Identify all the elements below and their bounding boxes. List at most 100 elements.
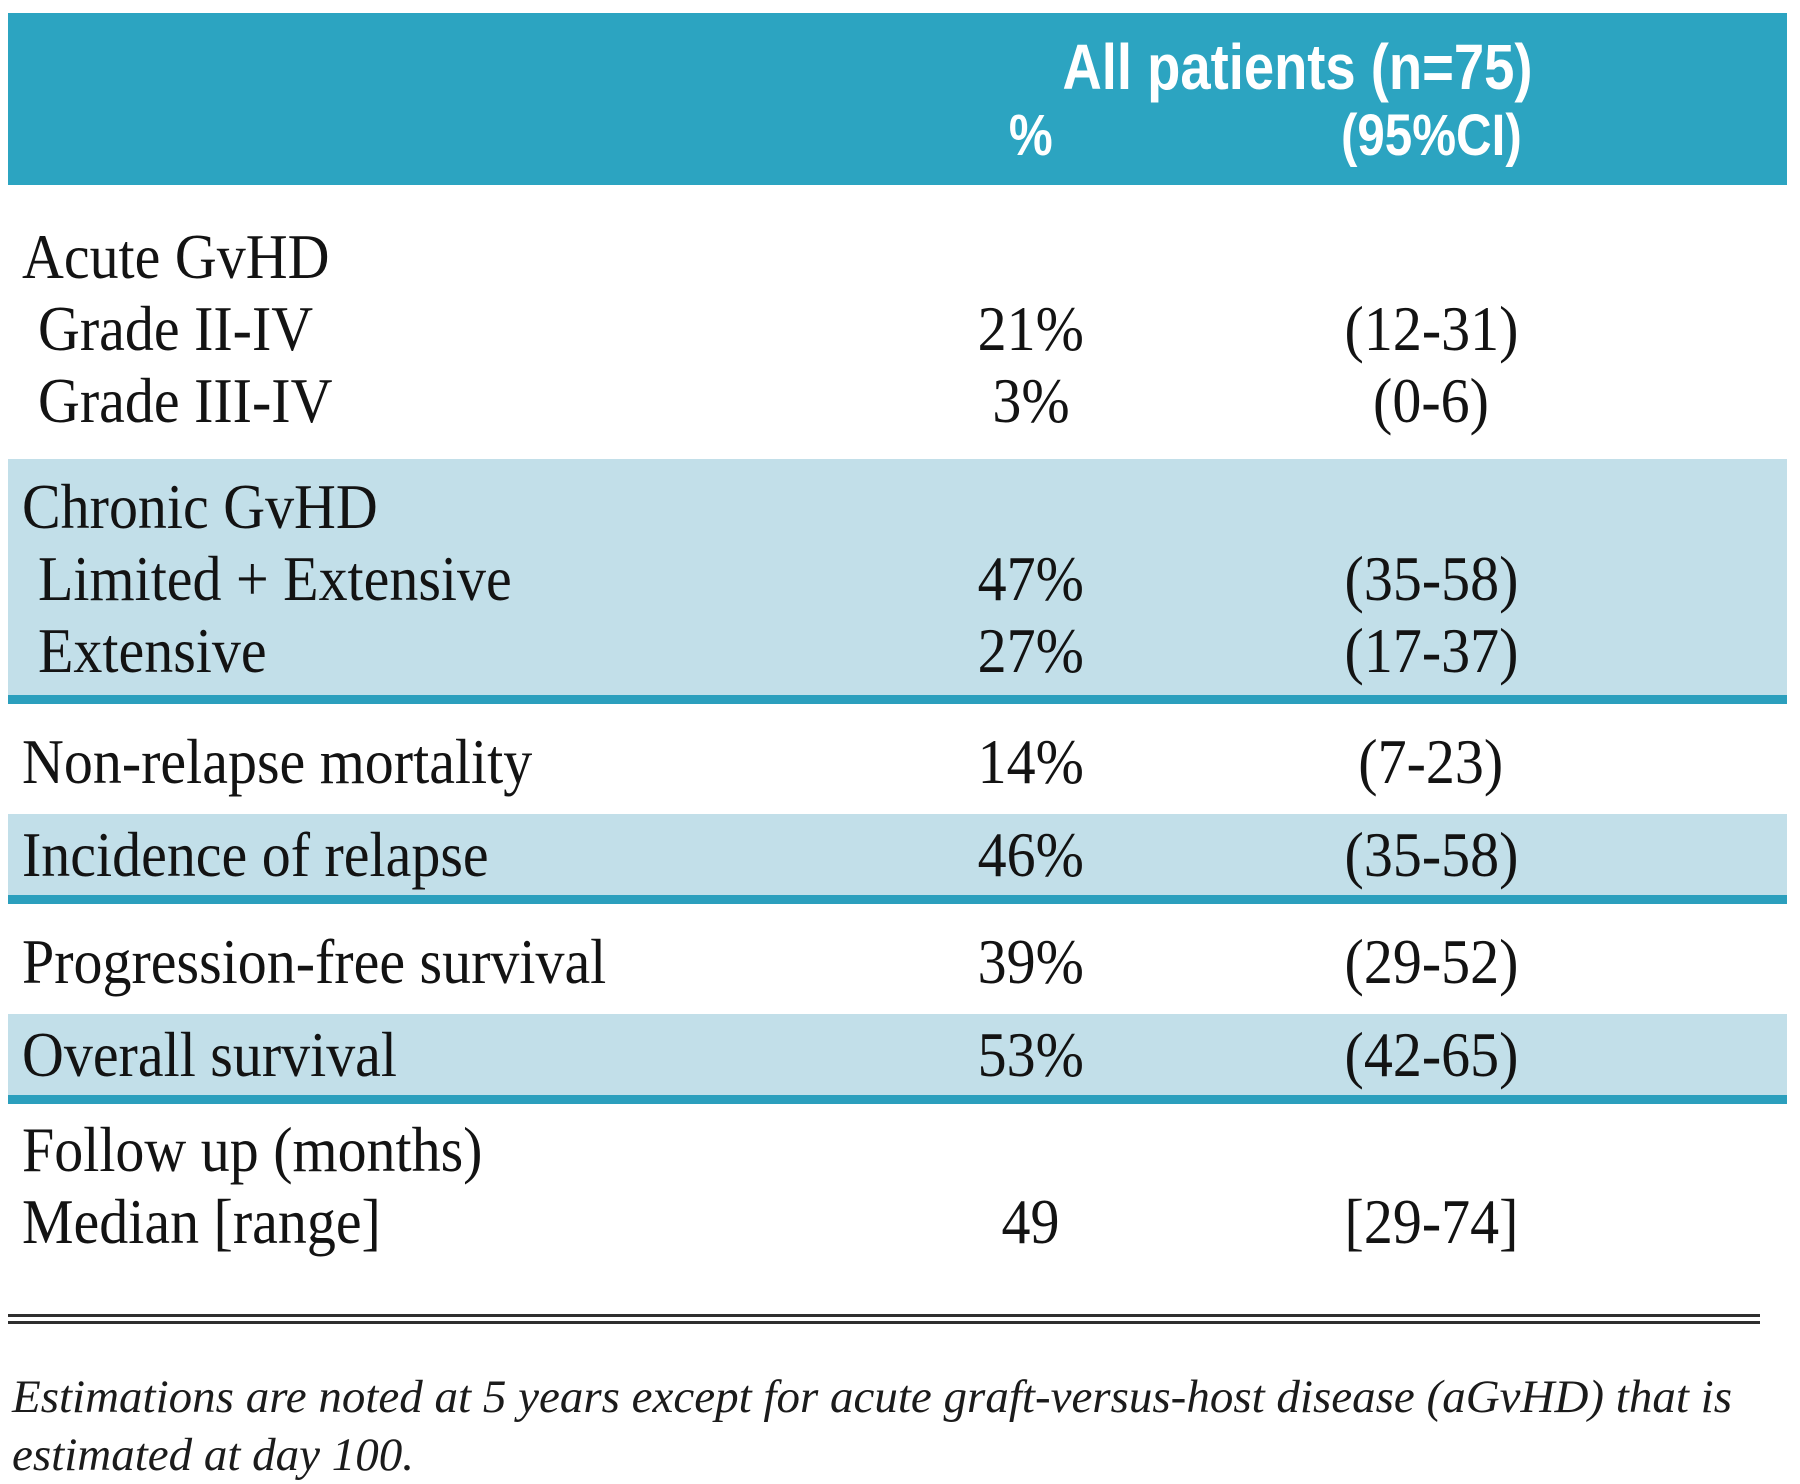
percent-value-text: 39% xyxy=(977,927,1085,997)
section-non-relapse-mortality: Non-relapse mortality 14% (7-23) xyxy=(8,700,1787,815)
ci-value: [29-74] xyxy=(1164,1186,1698,1284)
row-label-text: Grade II-IV xyxy=(38,294,314,364)
spacer-cell xyxy=(1698,365,1787,459)
column-header-all-patients: All patients (n=75) xyxy=(897,13,1699,105)
percent-value: 46% xyxy=(897,814,1165,904)
table-row: Median [range] 49 [29-74] xyxy=(8,1186,1787,1284)
percent-value: 14% xyxy=(898,700,1165,815)
spacer-cell xyxy=(1698,543,1787,615)
row-label: Non-relapse mortality xyxy=(8,700,898,815)
ci-value: (17-37) xyxy=(1164,615,1699,704)
row-label: Follow up (months) xyxy=(8,1100,1787,1187)
row-label: Overall survival xyxy=(8,1014,898,1104)
row-label: Acute GvHD xyxy=(8,185,1787,293)
ci-value: (35-58) xyxy=(1164,814,1699,904)
percent-value: 39% xyxy=(898,900,1165,1015)
section-chronic-gvhd: Chronic GvHD Limited + Extensive 47% (35… xyxy=(8,459,1787,704)
spacer-cell xyxy=(8,13,898,105)
outcomes-table-container: All patients (n=75) % (95%CI) Acute GvHD xyxy=(8,13,1787,1284)
row-label-text: Grade III-IV xyxy=(38,366,333,436)
ci-value-text: (29-52) xyxy=(1344,927,1519,997)
column-header-percent: % xyxy=(897,103,1165,185)
percent-value: 53% xyxy=(897,1014,1165,1104)
percent-value-text: 3% xyxy=(992,366,1070,436)
spacer-cell xyxy=(1698,1186,1787,1284)
table-row: Progression-free survival 39% (29-52) xyxy=(8,900,1787,1015)
percent-value: 27% xyxy=(897,615,1165,704)
table-footnote-text: Estimations are noted at 5 years except … xyxy=(12,1371,1732,1481)
percent-value-text: 47% xyxy=(977,544,1085,614)
column-header-percent-label: % xyxy=(1008,103,1053,168)
ci-value-text: (7-23) xyxy=(1358,727,1504,797)
row-label: Median [range] xyxy=(8,1186,898,1284)
section-follow-up: Follow up (months) Median [range] 49 [29… xyxy=(8,1100,1787,1285)
table-header: All patients (n=75) % (95%CI) xyxy=(8,13,1787,185)
row-label: Grade II-IV xyxy=(8,293,898,365)
ci-value-text: (42-65) xyxy=(1344,1020,1519,1090)
ci-value: (7-23) xyxy=(1164,700,1698,815)
spacer-cell xyxy=(1698,293,1787,365)
row-label-text: Overall survival xyxy=(22,1020,398,1090)
column-header-all-patients-label: All patients (n=75) xyxy=(1062,31,1533,103)
table-row: Limited + Extensive 47% (35-58) xyxy=(8,543,1787,615)
section-progression-free-survival: Progression-free survival 39% (29-52) xyxy=(8,900,1787,1015)
percent-value-text: 14% xyxy=(977,727,1085,797)
percent-value-text: 46% xyxy=(977,820,1085,890)
ci-value: (42-65) xyxy=(1164,1014,1699,1104)
percent-value-text: 53% xyxy=(977,1020,1085,1090)
table-row: Chronic GvHD xyxy=(8,459,1787,543)
row-label-text: Progression-free survival xyxy=(22,927,607,997)
ci-value-text: (35-58) xyxy=(1344,820,1519,890)
row-label: Limited + Extensive xyxy=(8,543,898,615)
percent-value: 49 xyxy=(898,1186,1165,1284)
row-label: Incidence of relapse xyxy=(8,814,898,904)
ci-value-text: (0-6) xyxy=(1373,366,1490,436)
spacer-cell xyxy=(1698,615,1787,704)
section-acute-gvhd: Acute GvHD Grade II-IV 21% (12-31) Grade… xyxy=(8,185,1787,459)
table-footnote: Estimations are noted at 5 years except … xyxy=(12,1368,1742,1484)
header-sub-row: % (95%CI) xyxy=(8,105,1787,185)
table-row: Non-relapse mortality 14% (7-23) xyxy=(8,700,1787,815)
row-label-text: Non-relapse mortality xyxy=(22,727,533,797)
spacer-cell xyxy=(1698,900,1787,1015)
table-row: Incidence of relapse 46% (35-58) xyxy=(8,814,1787,904)
row-label-text: Limited + Extensive xyxy=(38,544,512,614)
row-label-text: Acute GvHD xyxy=(22,222,330,292)
outcomes-table: All patients (n=75) % (95%CI) Acute GvHD xyxy=(8,13,1787,1284)
spacer-cell xyxy=(8,105,898,185)
row-label-text: Median [range] xyxy=(22,1187,381,1257)
column-header-ci: (95%CI) xyxy=(1164,103,1699,185)
ci-value: (0-6) xyxy=(1164,365,1698,459)
ci-value: (29-52) xyxy=(1164,900,1698,1015)
percent-value-text: 21% xyxy=(977,294,1085,364)
table-row: Follow up (months) xyxy=(8,1100,1787,1187)
row-label-text: Extensive xyxy=(38,616,267,686)
spacer-cell xyxy=(1698,814,1787,904)
section-overall-survival: Overall survival 53% (42-65) xyxy=(8,1014,1787,1104)
row-label: Grade III-IV xyxy=(8,365,898,459)
table-row: Overall survival 53% (42-65) xyxy=(8,1014,1787,1104)
spacer-cell xyxy=(1698,13,1787,105)
section-incidence-of-relapse: Incidence of relapse 46% (35-58) xyxy=(8,814,1787,904)
row-label-text: Chronic GvHD xyxy=(22,472,378,542)
ci-value-text: (35-58) xyxy=(1344,544,1519,614)
ci-value: (12-31) xyxy=(1164,293,1698,365)
row-label: Chronic GvHD xyxy=(8,459,1787,543)
ci-value: (35-58) xyxy=(1164,543,1699,615)
spacer-cell xyxy=(1698,1014,1787,1104)
table-row: Grade III-IV 3% (0-6) xyxy=(8,365,1787,459)
ci-value-text: (17-37) xyxy=(1344,616,1519,686)
percent-value-text: 49 xyxy=(1001,1187,1060,1257)
percent-value: 21% xyxy=(898,293,1165,365)
column-header-ci-label: (95%CI) xyxy=(1340,103,1522,168)
row-label-text: Incidence of relapse xyxy=(22,820,489,890)
spacer-cell xyxy=(1698,700,1787,815)
row-label-text: Follow up (months) xyxy=(22,1115,483,1185)
row-label: Progression-free survival xyxy=(8,900,898,1015)
table-row: Acute GvHD xyxy=(8,185,1787,293)
ci-value-text: (12-31) xyxy=(1344,294,1519,364)
table-row: Grade II-IV 21% (12-31) xyxy=(8,293,1787,365)
percent-value: 3% xyxy=(898,365,1165,459)
header-group-row: All patients (n=75) xyxy=(8,13,1787,105)
table-bottom-rule xyxy=(8,1314,1760,1324)
